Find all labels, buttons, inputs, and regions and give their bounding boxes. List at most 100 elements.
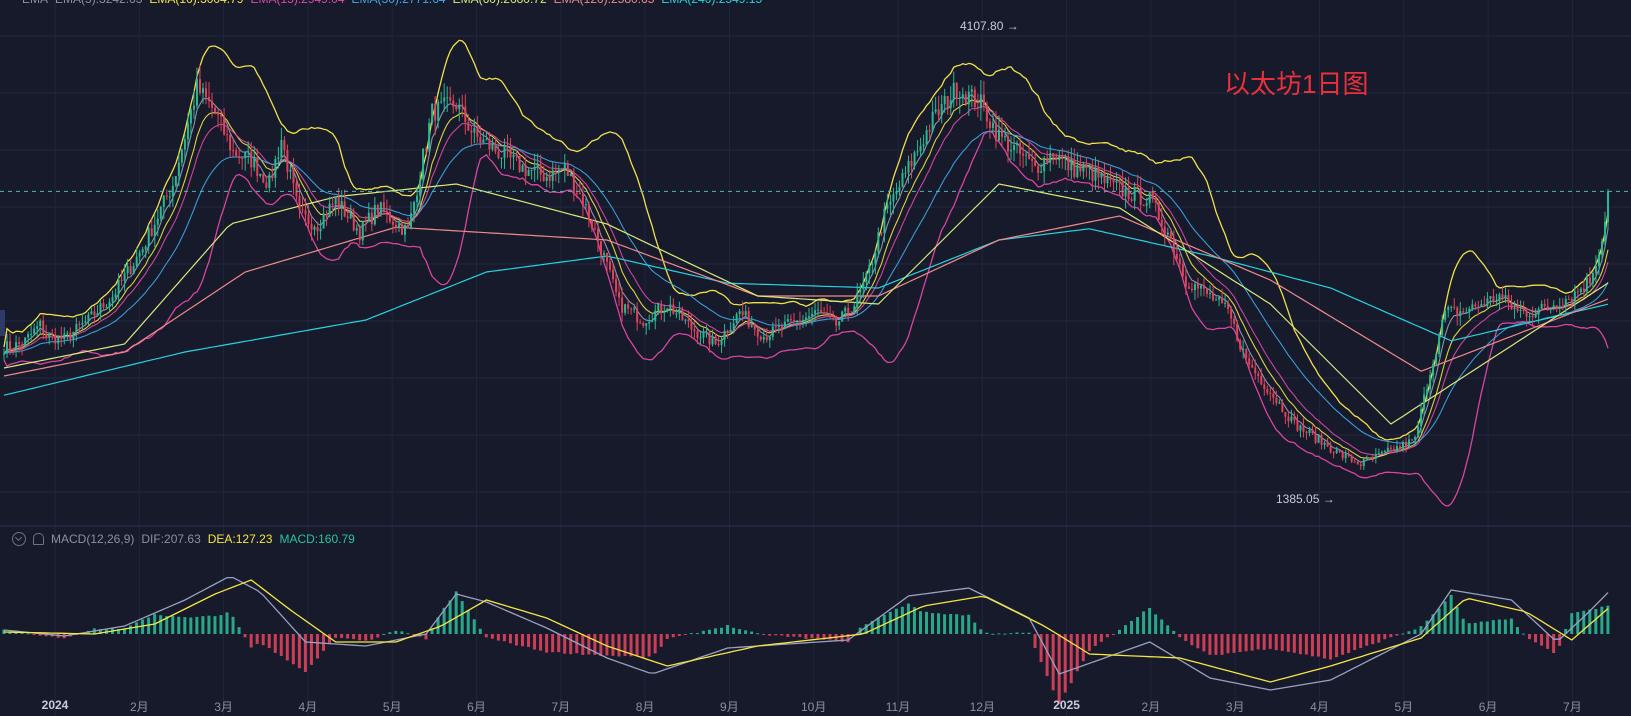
candle-body bbox=[1329, 446, 1332, 453]
high-value: 4107.80 bbox=[960, 19, 1004, 33]
candle-body bbox=[500, 157, 503, 159]
candle-body bbox=[1332, 452, 1335, 454]
alert-bell-icon[interactable] bbox=[33, 533, 44, 545]
candle-body bbox=[1347, 454, 1350, 456]
candle-body bbox=[1311, 430, 1314, 434]
candle-body bbox=[708, 331, 711, 345]
candle-body bbox=[1181, 264, 1184, 277]
macd-histogram-bar bbox=[557, 634, 561, 653]
candle-body bbox=[1570, 299, 1573, 302]
x-tick-label: 7月 bbox=[551, 700, 571, 714]
macd-histogram-bar bbox=[762, 634, 766, 635]
candle-body bbox=[75, 323, 78, 332]
candle-body bbox=[865, 273, 868, 283]
macd-histogram-bar bbox=[412, 634, 416, 635]
candle-body bbox=[934, 109, 937, 112]
candle-body bbox=[12, 348, 15, 350]
macd-histogram-bar bbox=[635, 634, 639, 657]
candle-body bbox=[1242, 349, 1245, 351]
candle-body bbox=[159, 206, 162, 219]
candle-body bbox=[943, 95, 946, 105]
candle-body bbox=[195, 79, 198, 106]
candle-body bbox=[1224, 302, 1227, 304]
candle-body bbox=[862, 282, 865, 289]
macd-histogram-bar bbox=[1172, 630, 1176, 634]
candle-body bbox=[141, 249, 144, 253]
candle-body bbox=[1305, 431, 1308, 433]
candle-body bbox=[506, 146, 509, 149]
macd-histogram-bar bbox=[533, 634, 537, 650]
candle-body bbox=[343, 201, 346, 217]
candle-body bbox=[958, 98, 961, 100]
macd-histogram-bar bbox=[810, 634, 814, 639]
x-tick-label: 2025 bbox=[1053, 698, 1080, 712]
macd-histogram-bar bbox=[527, 634, 531, 647]
macd-histogram-bar bbox=[1160, 619, 1164, 634]
macd-histogram-bar bbox=[1256, 634, 1260, 650]
macd-histogram-bar bbox=[279, 634, 283, 656]
candle-body bbox=[1302, 425, 1305, 432]
macd-histogram-bar bbox=[1431, 614, 1435, 634]
candle-body bbox=[205, 88, 208, 98]
candle-body bbox=[262, 173, 265, 183]
side-panel-handle[interactable] bbox=[0, 310, 5, 336]
candle-body bbox=[976, 107, 979, 109]
candle-body bbox=[464, 106, 467, 123]
macd-histogram-bar bbox=[888, 611, 892, 634]
macd-histogram-bar bbox=[424, 634, 428, 640]
candle-body bbox=[1151, 192, 1154, 199]
macd-histogram-bar bbox=[243, 634, 247, 638]
candle-body bbox=[69, 332, 72, 340]
candle-body bbox=[132, 265, 135, 275]
candle-body bbox=[795, 320, 798, 322]
candle-body bbox=[334, 196, 337, 205]
candle-body bbox=[584, 204, 587, 206]
candle-body bbox=[39, 320, 42, 327]
macd-histogram-bar bbox=[1353, 634, 1357, 651]
macd-histogram-bar bbox=[376, 634, 380, 638]
candle-body bbox=[66, 332, 69, 334]
candle-body bbox=[1175, 253, 1178, 259]
candle-body bbox=[1130, 199, 1133, 201]
candle-body bbox=[575, 192, 578, 194]
macd-histogram-bar bbox=[1570, 613, 1574, 634]
macd-histogram-bar bbox=[1455, 607, 1459, 634]
macd-histogram-bar bbox=[1509, 618, 1513, 634]
candle-body bbox=[1450, 306, 1453, 308]
candle-body bbox=[1411, 439, 1414, 441]
candle-body bbox=[93, 311, 96, 316]
candle-body bbox=[1528, 316, 1531, 318]
candle-body bbox=[373, 204, 376, 225]
macd-histogram-bar bbox=[219, 615, 223, 634]
candle-body bbox=[1010, 150, 1013, 152]
macd-histogram-bar bbox=[695, 633, 699, 635]
candle-body bbox=[289, 169, 292, 172]
collapse-chevron-icon[interactable] bbox=[12, 532, 26, 546]
candle-body bbox=[1154, 198, 1157, 203]
candle-body bbox=[379, 202, 382, 214]
candle-body bbox=[648, 321, 651, 324]
macd-histogram-bar bbox=[394, 630, 398, 634]
candle-body bbox=[431, 103, 434, 124]
candle-body bbox=[434, 103, 437, 121]
candle-body bbox=[946, 95, 949, 109]
x-tick-label: 5月 bbox=[382, 700, 402, 714]
ema-legend-item: EMA(15):2949.04 bbox=[250, 0, 344, 6]
candle-body bbox=[563, 163, 566, 170]
candle-body bbox=[596, 229, 599, 242]
candle-body bbox=[328, 203, 331, 217]
macd-histogram-bar bbox=[876, 617, 880, 634]
candle-body bbox=[1046, 157, 1049, 163]
candle-body bbox=[602, 252, 605, 255]
candle-body bbox=[268, 174, 271, 188]
macd-histogram-bar bbox=[1268, 634, 1272, 649]
candle-body bbox=[1127, 188, 1130, 200]
macd-histogram-bar bbox=[1582, 610, 1586, 634]
candle-body bbox=[1109, 177, 1112, 180]
candle-body bbox=[657, 303, 660, 311]
macd-histogram-bar bbox=[1003, 633, 1007, 635]
candle-body bbox=[102, 303, 105, 308]
candle-body bbox=[6, 341, 9, 354]
candle-body bbox=[509, 148, 512, 158]
candle-body bbox=[1049, 153, 1052, 163]
